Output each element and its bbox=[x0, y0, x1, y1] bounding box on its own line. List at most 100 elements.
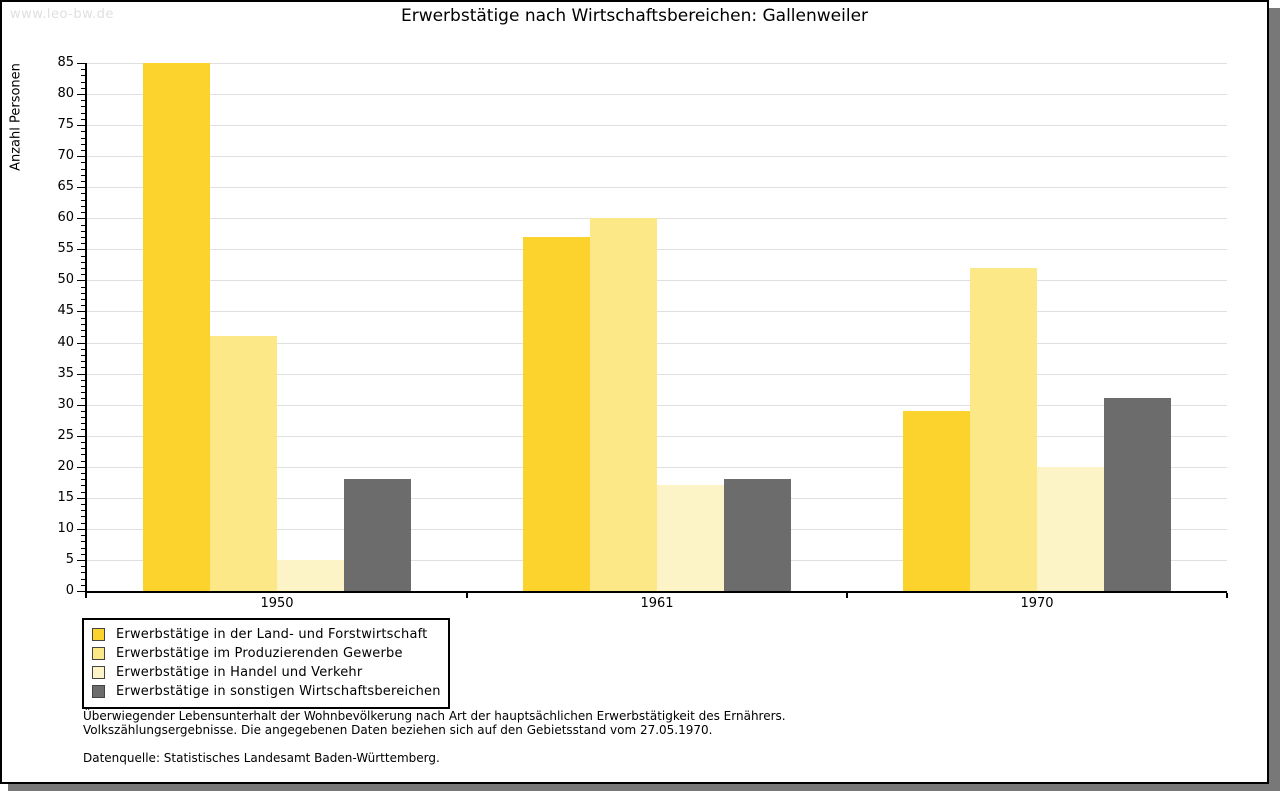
y-axis-minor-tick bbox=[81, 380, 85, 381]
y-axis-minor-tick bbox=[81, 336, 85, 337]
legend-label: Erwerbstätige in Handel und Verkehr bbox=[116, 665, 363, 680]
bar bbox=[277, 560, 344, 591]
y-axis-major-tick bbox=[77, 311, 85, 312]
y-axis-minor-tick bbox=[81, 305, 85, 306]
legend-label: Erwerbstätige in der Land- und Forstwirt… bbox=[116, 627, 428, 642]
y-axis-minor-tick bbox=[81, 361, 85, 362]
x-tick-label: 1970 bbox=[1020, 596, 1054, 611]
y-tick-label: 15 bbox=[57, 490, 74, 505]
y-axis-minor-tick bbox=[81, 237, 85, 238]
y-axis-minor-tick bbox=[81, 579, 85, 580]
y-axis-minor-tick bbox=[81, 256, 85, 257]
y-axis-minor-tick bbox=[81, 473, 85, 474]
y-tick-label: 5 bbox=[65, 552, 74, 567]
y-axis-minor-tick bbox=[81, 138, 85, 139]
gridline bbox=[87, 94, 1227, 95]
y-axis-minor-tick bbox=[81, 461, 85, 462]
y-axis-minor-tick bbox=[81, 169, 85, 170]
y-tick-label: 40 bbox=[57, 335, 74, 350]
y-tick-label: 10 bbox=[57, 521, 74, 536]
bar bbox=[143, 63, 210, 591]
footnote-line-2: Volkszählungsergebnisse. Die angegebenen… bbox=[83, 723, 713, 737]
y-axis-minor-tick bbox=[81, 293, 85, 294]
y-tick-label: 55 bbox=[57, 241, 74, 256]
legend-swatch bbox=[92, 647, 105, 660]
bar bbox=[657, 485, 724, 591]
legend-label: Erwerbstätige im Produzierenden Gewerbe bbox=[116, 646, 403, 661]
y-axis-minor-tick bbox=[81, 585, 85, 586]
gridline bbox=[87, 187, 1227, 188]
y-axis-minor-tick bbox=[81, 429, 85, 430]
gridline bbox=[87, 374, 1227, 375]
bar bbox=[1037, 467, 1104, 591]
y-axis-minor-tick bbox=[81, 119, 85, 120]
x-axis-line bbox=[85, 591, 1227, 593]
legend: Erwerbstätige in der Land- und Forstwirt… bbox=[82, 618, 450, 709]
y-axis-minor-tick bbox=[81, 423, 85, 424]
bar bbox=[590, 218, 657, 591]
gridline bbox=[87, 156, 1227, 157]
y-axis-major-tick bbox=[77, 405, 85, 406]
y-tick-label: 0 bbox=[65, 583, 74, 598]
y-axis-minor-tick bbox=[81, 355, 85, 356]
y-axis-minor-tick bbox=[81, 324, 85, 325]
y-tick-label: 20 bbox=[57, 459, 74, 474]
gridline bbox=[87, 343, 1227, 344]
y-axis-minor-tick bbox=[81, 225, 85, 226]
y-axis-minor-tick bbox=[81, 492, 85, 493]
y-axis-minor-tick bbox=[81, 504, 85, 505]
y-axis-minor-tick bbox=[81, 200, 85, 201]
x-tick-label: 1950 bbox=[260, 596, 294, 611]
y-tick-label: 85 bbox=[57, 55, 74, 70]
gridline bbox=[87, 125, 1227, 126]
legend-swatch bbox=[92, 666, 105, 679]
y-axis-minor-tick bbox=[81, 144, 85, 145]
y-tick-label: 45 bbox=[57, 303, 74, 318]
footnote-line-1: Überwiegender Lebensunterhalt der Wohnbe… bbox=[83, 709, 786, 723]
legend-swatch bbox=[92, 628, 105, 641]
y-axis-minor-tick bbox=[81, 349, 85, 350]
y-axis-major-tick bbox=[77, 529, 85, 530]
y-axis-minor-tick bbox=[81, 262, 85, 263]
y-axis-minor-tick bbox=[81, 510, 85, 511]
y-tick-label: 50 bbox=[57, 272, 74, 287]
y-axis-minor-tick bbox=[81, 330, 85, 331]
y-axis-minor-tick bbox=[81, 523, 85, 524]
legend-item: Erwerbstätige in sonstigen Wirtschaftsbe… bbox=[92, 682, 440, 701]
y-axis-major-tick bbox=[77, 280, 85, 281]
y-axis-minor-tick bbox=[81, 398, 85, 399]
y-tick-label: 70 bbox=[57, 148, 74, 163]
y-tick-label: 75 bbox=[57, 117, 74, 132]
y-axis-minor-tick bbox=[81, 268, 85, 269]
y-axis-minor-tick bbox=[81, 392, 85, 393]
chart-title: Erwerbstätige nach Wirtschaftsbereichen:… bbox=[400, 6, 869, 26]
y-tick-label: 80 bbox=[57, 86, 74, 101]
y-axis-minor-tick bbox=[81, 75, 85, 76]
bar bbox=[1104, 398, 1171, 591]
y-axis-minor-tick bbox=[81, 100, 85, 101]
y-axis-minor-tick bbox=[81, 554, 85, 555]
legend-item: Erwerbstätige in Handel und Verkehr bbox=[92, 663, 440, 682]
bar bbox=[523, 237, 590, 591]
plot-area: 0 5 10 15 20 25 30 35 40 45 50 55 60 65 70 75 80 85 1950 19… bbox=[57, 55, 1228, 611]
y-axis-minor-tick bbox=[81, 386, 85, 387]
legend-item: Erwerbstätige in der Land- und Forstwirt… bbox=[92, 625, 440, 644]
y-axis-minor-tick bbox=[81, 113, 85, 114]
y-axis-minor-tick bbox=[81, 243, 85, 244]
gridline bbox=[87, 249, 1227, 250]
y-axis-minor-tick bbox=[81, 150, 85, 151]
gridline bbox=[87, 63, 1227, 64]
bar bbox=[970, 268, 1037, 591]
data-source: Datenquelle: Statistisches Landesamt Bad… bbox=[83, 751, 440, 765]
y-axis-minor-tick bbox=[81, 231, 85, 232]
y-tick-label: 25 bbox=[57, 428, 74, 443]
y-axis-minor-tick bbox=[81, 516, 85, 517]
y-axis-label: Anzahl Personen bbox=[8, 63, 24, 171]
gridline bbox=[87, 218, 1227, 219]
legend-item: Erwerbstätige im Produzierenden Gewerbe bbox=[92, 644, 440, 663]
gridline bbox=[87, 436, 1227, 437]
y-axis-minor-tick bbox=[81, 299, 85, 300]
y-axis-line bbox=[85, 63, 87, 593]
y-axis-minor-tick bbox=[81, 572, 85, 573]
y-axis-minor-tick bbox=[81, 206, 85, 207]
